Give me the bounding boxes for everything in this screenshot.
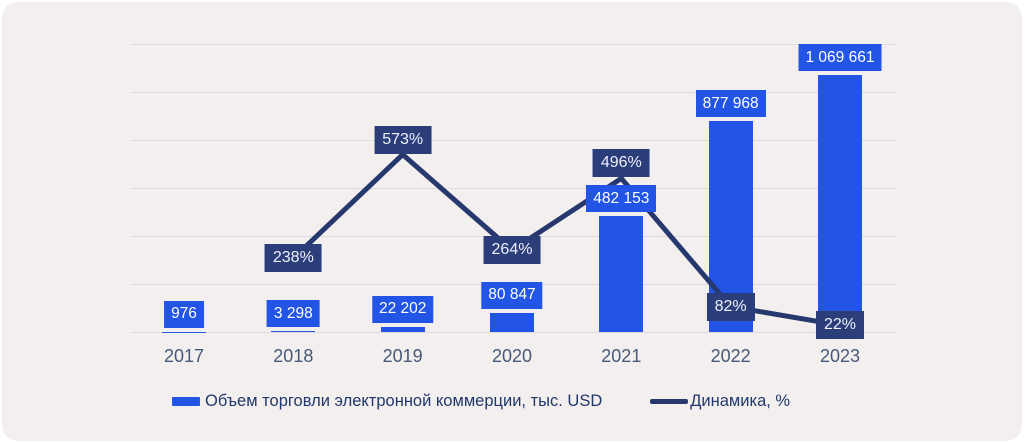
dynamics-label-2019: 573% (374, 125, 432, 154)
x-axis-label-2018: 2018 (273, 346, 314, 366)
x-axis-label-2019: 2019 (382, 346, 423, 366)
bar-2019 (380, 326, 425, 332)
gridline-4 (130, 140, 895, 141)
bar-value-label-2018: 3 298 (266, 300, 320, 328)
dynamics-label-2021: 496% (592, 149, 650, 178)
bar-series-swatch-icon (172, 397, 200, 406)
gridline-5 (130, 92, 895, 93)
bar-value-label-2019: 22 202 (371, 295, 434, 323)
bar-2020 (489, 312, 534, 332)
legend-dynamics-label: Динамика, % (690, 392, 791, 410)
x-axis-label-2020: 2020 (491, 346, 532, 366)
bar-value-label-2023: 1 069 661 (798, 44, 882, 72)
x-axis-label-2023: 2023 (819, 346, 860, 366)
bar-value-label-2020: 80 847 (481, 281, 543, 309)
gridline-6 (130, 44, 895, 45)
line-series-swatch-icon (650, 399, 689, 404)
x-axis-label-2017: 2017 (163, 346, 205, 366)
dynamics-label-2018: 238% (264, 244, 322, 273)
dynamics-label-2023: 22% (815, 311, 864, 340)
dynamics-label-2022: 82% (706, 292, 755, 321)
bar-value-label-2021: 482 153 (586, 185, 657, 213)
x-axis-label-2022: 2022 (710, 346, 751, 366)
bar-value-label-2022: 877 968 (695, 90, 766, 118)
bar-value-label-2017: 976 (164, 300, 204, 328)
bar-2021 (599, 216, 644, 332)
legend-volume-label: Объем торговли электронной коммерции, ты… (205, 392, 603, 410)
gridline-0 (130, 332, 895, 333)
bar-2023 (817, 75, 862, 332)
gridline-3 (130, 188, 895, 189)
legend: Объем торговли электронной коммерции, ты… (172, 392, 790, 411)
dynamics-label-2020: 264% (483, 236, 541, 265)
x-axis-label-2021: 2021 (601, 346, 642, 366)
legend-item-volume: Объем торговли электронной коммерции, ты… (172, 392, 602, 411)
bar-2018 (271, 331, 316, 332)
legend-item-dynamics: Динамика, % (650, 392, 790, 411)
